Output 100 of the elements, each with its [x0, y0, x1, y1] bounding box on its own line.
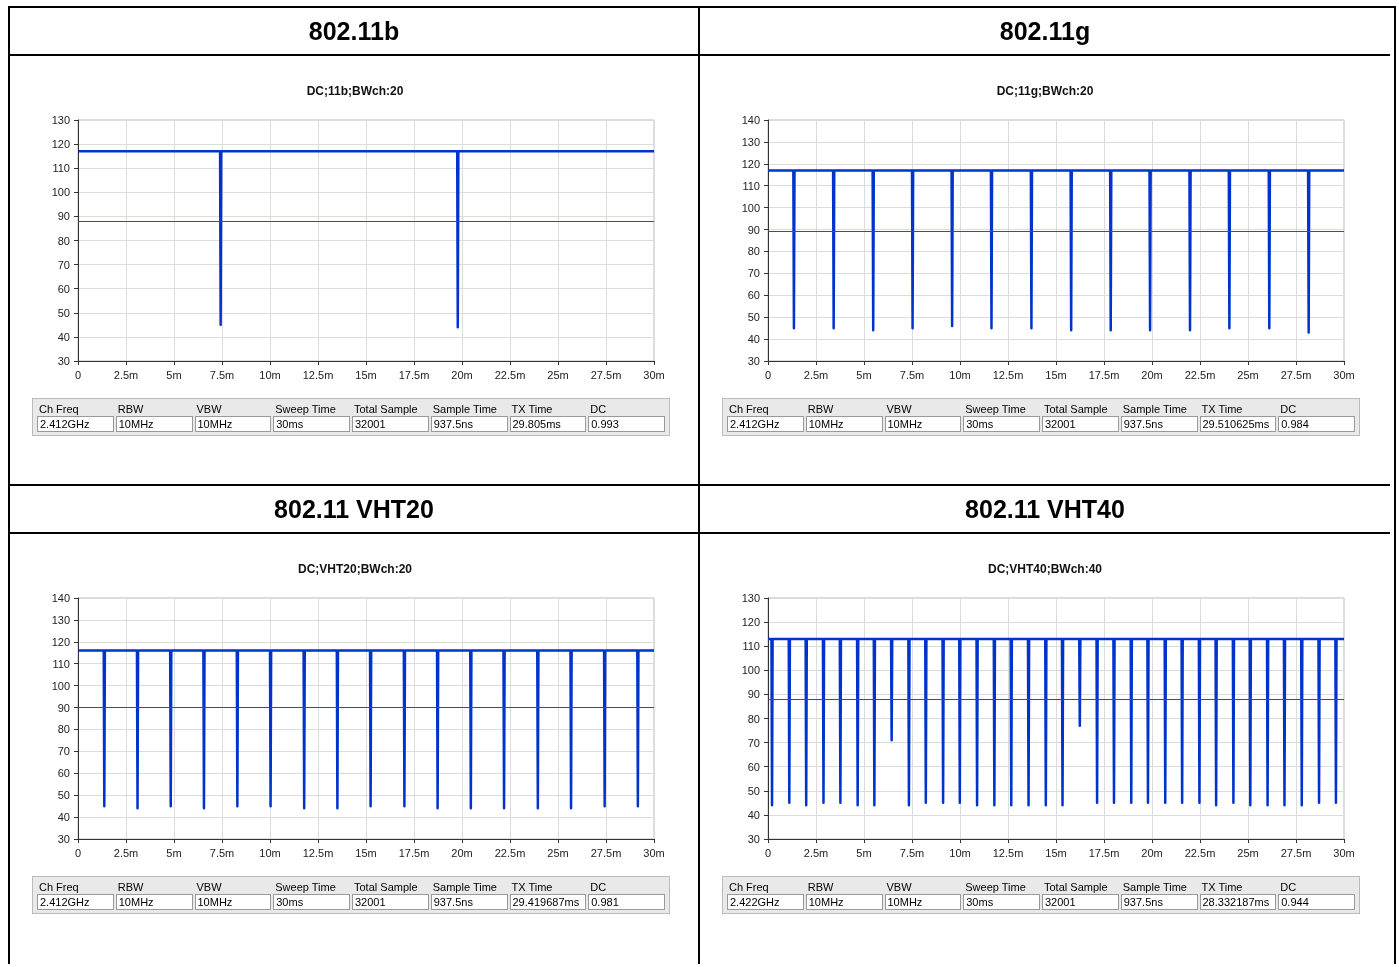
text: 32001	[1042, 894, 1119, 910]
text: 29.805ms	[509, 416, 587, 432]
text: VBW	[885, 402, 913, 416]
text: 10MHz	[194, 416, 272, 432]
text: 10MHz	[805, 416, 883, 432]
x-tick-label: 15m	[355, 846, 377, 859]
text: DC	[1279, 880, 1298, 894]
x-tick-label: 15m	[1045, 368, 1067, 381]
x-tick-label: 27.5m	[1280, 368, 1312, 381]
y-tick-label: 40	[57, 330, 70, 343]
y-tick-label: 40	[747, 808, 760, 821]
y-tick-label: 120	[51, 635, 70, 648]
y-tick-label: 100	[51, 679, 70, 692]
x-tick-label: 20m	[451, 368, 473, 381]
x-tick-label: 2.5m	[113, 368, 139, 381]
x-tick-label: 27.5m	[1280, 846, 1312, 859]
x-tick-label: 12.5m	[992, 846, 1024, 859]
y-tick-label: 120	[741, 157, 760, 170]
text: 0.981	[588, 894, 665, 910]
chart-subtitle: DC;VHT40;BWch:40	[987, 562, 1103, 576]
y-tick-label: 110	[52, 657, 70, 670]
y-tick-label: 100	[741, 664, 760, 677]
text: 2.412GHz	[37, 416, 114, 432]
y-tick-label: 100	[51, 186, 70, 199]
x-tick-label: 30m	[643, 846, 665, 859]
x-tick-label: 5m	[166, 368, 182, 381]
text: 30ms	[963, 416, 1040, 432]
y-tick-label: 140	[741, 114, 760, 126]
y-tick-label: 70	[57, 258, 70, 271]
y-tick-label: 40	[57, 811, 70, 824]
x-tick-label: 22.5m	[1184, 846, 1216, 859]
text: RBW	[116, 880, 145, 894]
text: Sample Time	[1121, 402, 1188, 416]
y-tick-label: 120	[741, 616, 760, 629]
text: Total Sample	[353, 402, 419, 416]
x-tick-label: 17.5m	[398, 846, 430, 859]
y-tick-label: 80	[747, 245, 760, 258]
x-tick-label: 17.5m	[1088, 846, 1120, 859]
x-tick-label: 7.5m	[899, 846, 925, 859]
y-tick-label: 110	[742, 179, 760, 192]
text: TX Time	[510, 880, 554, 894]
y-tick-label: 130	[741, 592, 760, 604]
y-tick-label: 80	[57, 234, 70, 247]
y-tick-label: 80	[57, 723, 70, 736]
x-tick-label: 12.5m	[302, 846, 334, 859]
x-tick-label: 0	[764, 846, 772, 859]
x-tick-label: 30m	[643, 368, 665, 381]
x-tick-label: 7.5m	[899, 368, 925, 381]
x-tick-label: 2.5m	[803, 368, 829, 381]
chart-title: 802.11 VHT40	[700, 486, 1390, 534]
text: RBW	[806, 880, 835, 894]
text: Ch Freq	[728, 880, 770, 894]
y-tick-label: 90	[747, 688, 760, 701]
text: 10MHz	[115, 894, 193, 910]
text: 937.5ns	[1120, 416, 1198, 432]
x-tick-label: 22.5m	[494, 368, 526, 381]
y-tick-label: 40	[747, 333, 760, 346]
x-tick-label: 22.5m	[1184, 368, 1216, 381]
text: Ch Freq	[38, 880, 80, 894]
x-tick-label: 0	[74, 846, 82, 859]
y-tick-label: 130	[741, 135, 760, 148]
text: 32001	[352, 894, 429, 910]
y-tick-label: 30	[747, 833, 760, 845]
x-tick-label: 30m	[1333, 846, 1355, 859]
y-tick-label: 140	[51, 592, 70, 604]
x-tick-label: 20m	[1141, 846, 1163, 859]
x-tick-label: 17.5m	[398, 368, 430, 381]
text: 2.412GHz	[37, 894, 114, 910]
text: 29.510625ms	[1199, 416, 1277, 432]
x-tick-label: 10m	[949, 846, 971, 859]
x-tick-label: 15m	[1045, 846, 1067, 859]
text: 2.412GHz	[727, 416, 804, 432]
chart-title: 802.11b	[10, 8, 698, 56]
text: DC	[589, 402, 608, 416]
text: 10MHz	[884, 416, 962, 432]
y-tick-label: 90	[747, 223, 760, 236]
y-tick-label: 90	[57, 210, 70, 223]
text: RBW	[806, 402, 835, 416]
x-tick-label: 27.5m	[590, 846, 622, 859]
y-tick-label: 70	[57, 745, 70, 758]
chart-subtitle: DC;VHT20;BWch:20	[297, 562, 413, 576]
x-tick-label: 10m	[949, 368, 971, 381]
text: 10MHz	[115, 416, 193, 432]
text: Ch Freq	[728, 402, 770, 416]
text: 2.422GHz	[727, 894, 804, 910]
x-tick-label: 25m	[1237, 368, 1259, 381]
y-tick-label: 60	[747, 760, 760, 773]
x-tick-label: 25m	[547, 368, 569, 381]
chart-subtitle: DC;11b;BWch:20	[306, 84, 404, 98]
x-tick-label: 27.5m	[590, 368, 622, 381]
text: 32001	[352, 416, 429, 432]
text: 29.419687ms	[509, 894, 587, 910]
text: 0.993	[588, 416, 665, 432]
text: DC	[589, 880, 608, 894]
x-tick-label: 12.5m	[302, 368, 334, 381]
text: 937.5ns	[430, 894, 508, 910]
text: TX Time	[1200, 402, 1244, 416]
x-tick-label: 12.5m	[992, 368, 1024, 381]
text: Sample Time	[431, 880, 498, 894]
line-series	[766, 637, 1346, 807]
